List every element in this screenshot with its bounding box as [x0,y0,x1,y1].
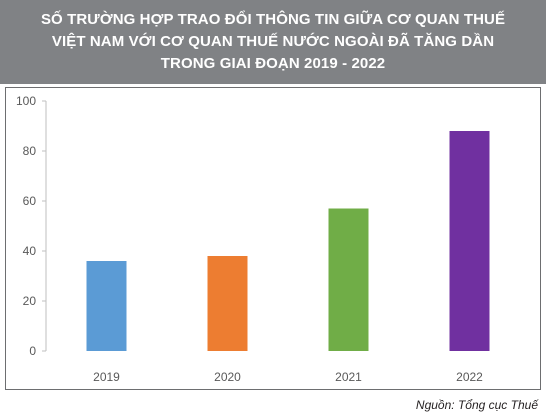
chart-title-line-2: VIỆT NAM VỚI CƠ QUAN THUẾ NƯỚC NGOÀI ĐÃ … [51,33,495,50]
y-axis: 0 20 40 60 80 100 [16,94,47,358]
y-tick-label: 60 [23,194,37,208]
bar-2021 [328,208,369,351]
x-tick-label: 2022 [456,370,483,384]
x-axis: 2019 2020 2021 2022 [93,370,483,384]
chart-title-banner: SỐ TRƯỜNG HỢP TRAO ĐỔI THÔNG TIN GIỮA CƠ… [0,0,546,84]
bar-2022 [449,131,490,351]
chart-title-line-3: TRONG GIAI ĐOẠN 2019 - 2022 [160,55,386,72]
y-tick-label: 100 [16,94,36,108]
y-tick-label: 80 [23,144,37,158]
chart-title-line-1: SỐ TRƯỜNG HỢP TRAO ĐỔI THÔNG TIN GIỮA CƠ… [40,11,506,28]
source-note: Nguồn: Tổng cục Thuế [415,398,538,412]
y-tick-label: 20 [23,294,37,308]
bar-2020 [207,256,248,351]
bars-group [86,131,490,351]
x-tick-label: 2019 [93,370,120,384]
x-tick-label: 2021 [335,370,362,384]
y-tick-label: 40 [23,244,37,258]
x-tick-label: 2020 [214,370,241,384]
y-tick-label: 0 [29,344,36,358]
bar-chart: 0 20 40 60 80 100 2019 2020 2021 2022 [16,94,490,384]
bar-2019 [86,261,127,351]
